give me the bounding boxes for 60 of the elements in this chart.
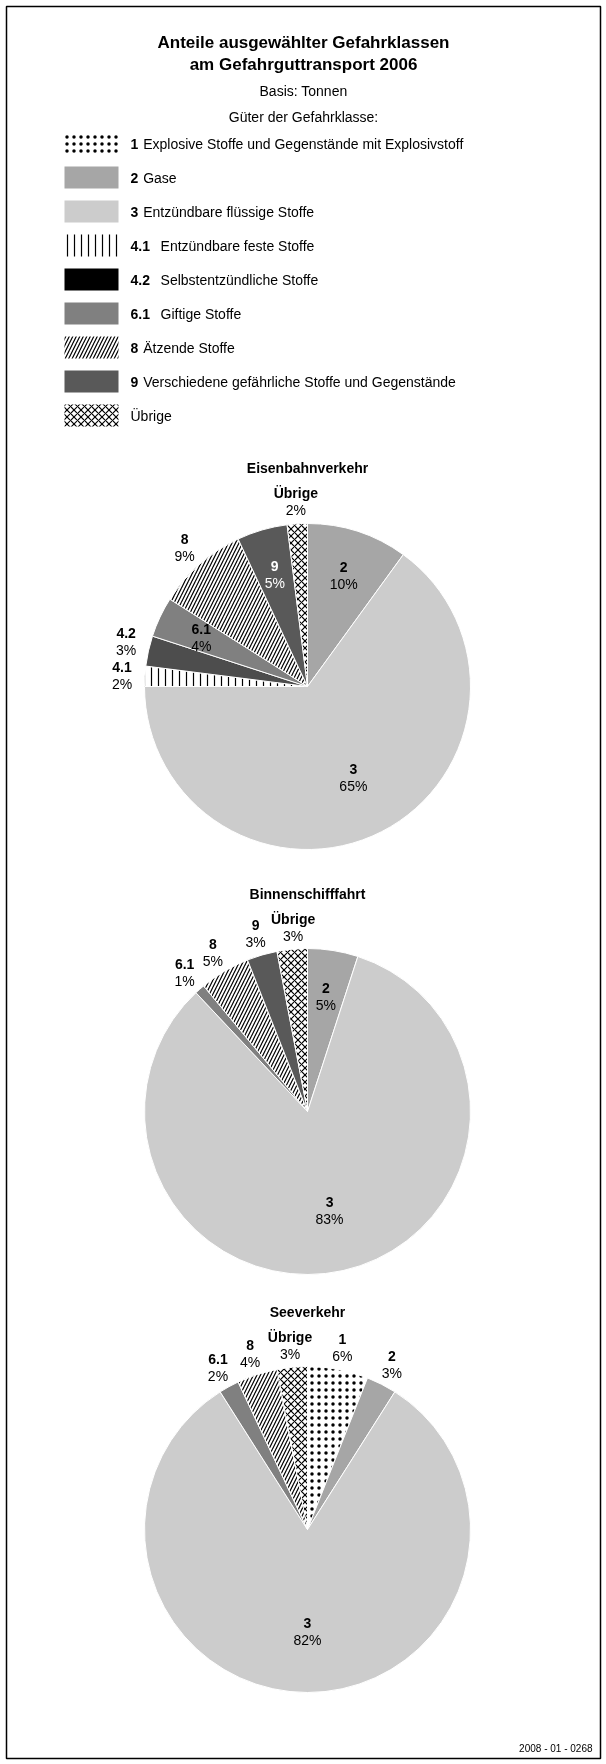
data-label: 3% xyxy=(283,927,304,944)
slice-label: Übrige xyxy=(270,910,316,927)
slice-label: 4.2 xyxy=(116,624,137,641)
slice-label: 6.1 xyxy=(174,956,195,973)
text: Anteile ausgewählter Gefahrklassen am Gefahrguttransport 2006 xyxy=(157,33,450,74)
slice-label: Übrige xyxy=(273,485,319,502)
data-label: 2% xyxy=(285,502,306,519)
legend-label: 3 xyxy=(130,203,139,220)
data-label: 3% xyxy=(245,934,266,951)
slice-label: 6.1 xyxy=(191,620,212,637)
slice-label: 8 xyxy=(246,1336,255,1353)
slice-label: 8 xyxy=(209,935,218,952)
category-label: 4.2 Selbstentzündliche Stoffe xyxy=(130,271,319,288)
category-label: 1 Explosive Stoffe und Gegenstände mit Explosivstoff xyxy=(130,135,464,152)
data-label: 4% xyxy=(191,637,212,654)
data-label: 3% xyxy=(116,641,137,658)
slice-label: 3 xyxy=(303,1614,312,1631)
slice-label: 3 xyxy=(349,760,358,777)
chart-title: Seeverkehr xyxy=(269,1303,346,1320)
category-label: 8 Ätzende Stoffe xyxy=(130,339,235,356)
category-label: Übrige xyxy=(130,406,172,424)
legend-title: Güter der Gefahrklasse: xyxy=(228,108,379,125)
data-label: 5% xyxy=(202,952,224,969)
data-label: 2% xyxy=(207,1367,229,1384)
legend-label: 2 xyxy=(130,169,139,186)
category-label: 4.1 Entzündbare feste Stoffe xyxy=(130,237,315,254)
data-label: 5% xyxy=(264,574,285,591)
data-label: 10% xyxy=(329,575,358,592)
data-label: 3% xyxy=(279,1345,301,1362)
slice-label: 2 xyxy=(321,979,330,996)
category-label: Verschiedene gefährliche Stoffe und Gegenstände xyxy=(143,373,456,390)
data-label: 83% xyxy=(315,1211,344,1228)
category-label: Entzündbare flüssige Stoffe xyxy=(143,203,315,220)
data-label: 1% xyxy=(174,973,195,990)
slice-label: 8 xyxy=(180,531,189,548)
data-label: 4% xyxy=(239,1353,261,1370)
legend-label: 9 xyxy=(130,373,139,390)
slice-label: Übrige xyxy=(267,1328,313,1345)
data-label: 82% xyxy=(293,1631,322,1648)
category-label: Gase xyxy=(143,169,177,186)
slice-label: 2 xyxy=(339,558,348,575)
category-label: Giftige Stoffe xyxy=(160,305,242,322)
legend-label: 6.1 xyxy=(130,305,151,322)
chart-title: Binnenschifffahrt xyxy=(249,885,366,902)
slice-label: 6.1 xyxy=(208,1350,228,1367)
data-label: 9% xyxy=(174,548,195,565)
slice-label: 3 xyxy=(325,1194,334,1211)
text: 2008 - 01 - 0268 xyxy=(519,1743,593,1754)
text: Eisenbahnverkehr xyxy=(246,460,369,477)
data-label: 6% xyxy=(332,1347,353,1364)
slice-label: 2 xyxy=(387,1347,396,1364)
data-label: 65% xyxy=(339,777,368,794)
slice-label: 9 xyxy=(251,917,260,934)
data-label: 2% xyxy=(111,675,133,692)
data-label: 5% xyxy=(315,996,336,1013)
data-label: 3% xyxy=(381,1364,402,1381)
text: Basis: Tonnen xyxy=(259,82,348,99)
slice-label: 4.1 xyxy=(112,658,132,675)
slice-label: 1 xyxy=(338,1330,347,1347)
slice-label: 9 xyxy=(270,557,279,574)
